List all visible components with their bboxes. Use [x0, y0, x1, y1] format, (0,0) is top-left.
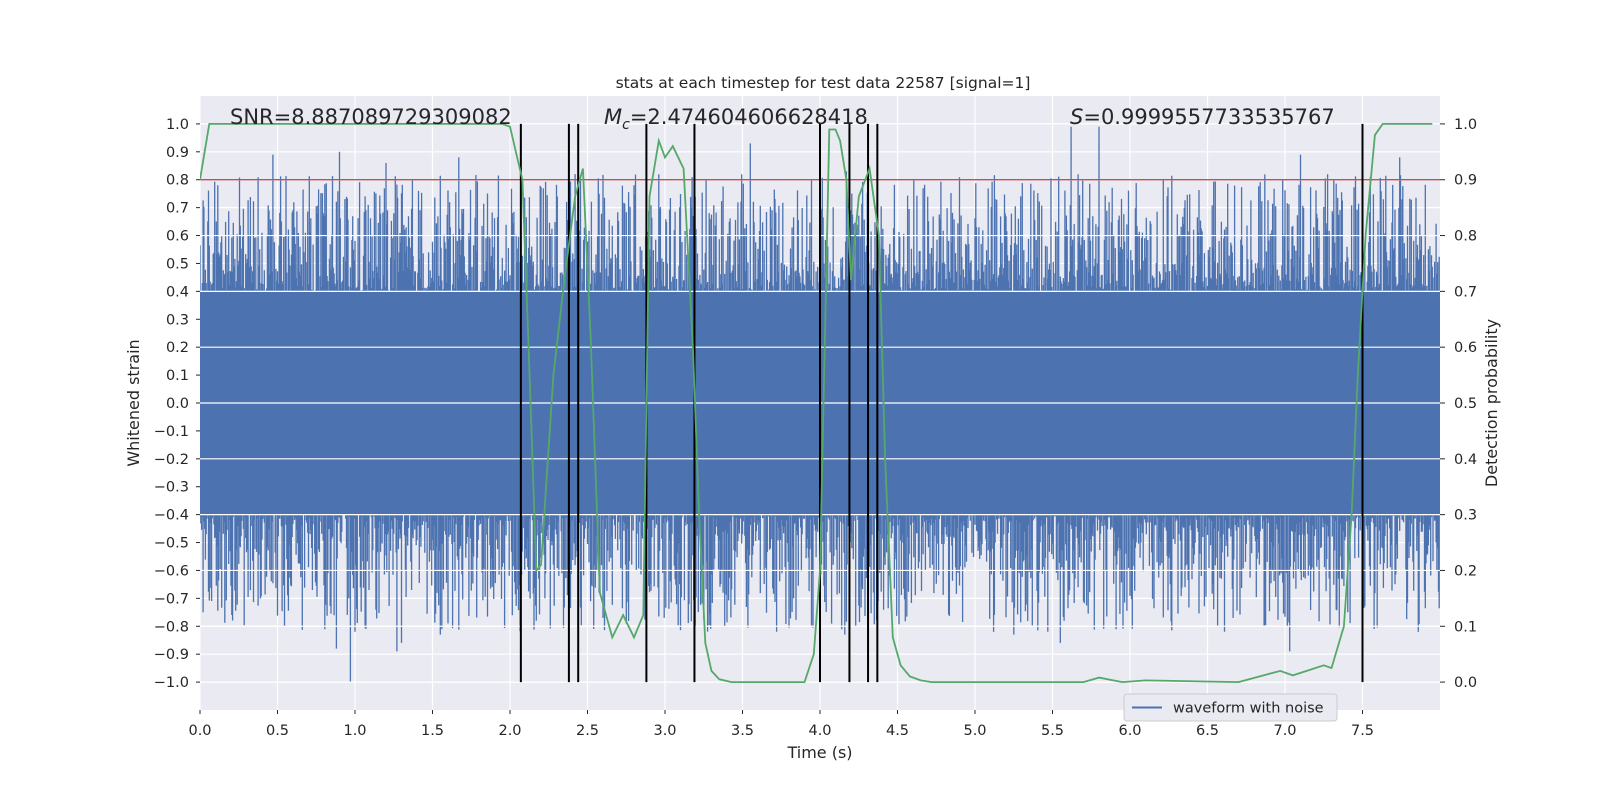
x-tick-label: 6.0 [1118, 723, 1141, 739]
legend-box [1123, 693, 1338, 722]
chart-title: stats at each timestep for test data 225… [616, 74, 1031, 92]
x-tick-label: 0.5 [266, 723, 289, 739]
x-axis-label: Time (s) [786, 743, 852, 762]
y-tick-label: −0.6 [154, 563, 189, 579]
y2-tick-label: 0.4 [1454, 452, 1477, 468]
waveform-line [200, 126, 1440, 683]
x-tick-label: 6.5 [1196, 723, 1219, 739]
s-statistic-value: =0.9999557733535767 [1083, 105, 1334, 129]
y2-tick-label: 0.1 [1454, 619, 1477, 635]
y2-tick-label: 0.8 [1454, 229, 1477, 245]
y-tick-label: 1.0 [166, 117, 189, 133]
y-tick-label: −0.4 [154, 508, 189, 524]
chirp-mass-symbol: M [604, 105, 622, 129]
x-tick-label: 7.0 [1273, 723, 1296, 739]
s-statistic-annotation: S=0.9999557733535767 [1070, 105, 1335, 129]
y-tick-label: 0.1 [166, 368, 189, 384]
x-tick-label: 1.5 [421, 723, 444, 739]
y2-tick-label: 0.2 [1454, 563, 1477, 579]
x-tick-label: 0.0 [188, 723, 211, 739]
y-tick-label: −0.7 [154, 591, 189, 607]
chirp-mass-value: =2.474604606628418 [630, 105, 868, 129]
chirp-mass-subscript: c [622, 117, 630, 133]
y2-tick-label: 0.0 [1454, 675, 1477, 691]
x-tick-label: 4.5 [886, 723, 909, 739]
y-tick-label: 0.8 [166, 173, 189, 189]
y-axis-label: Whitened strain [124, 339, 143, 466]
x-tick-label: 2.5 [576, 723, 599, 739]
y2-tick-label: 0.6 [1454, 340, 1477, 356]
y-tick-label: −0.9 [154, 647, 189, 663]
y2-tick-label: 0.7 [1454, 284, 1477, 300]
x-tick-label: 3.5 [731, 723, 754, 739]
x-tick-label: 7.5 [1351, 723, 1374, 739]
y-tick-label: −1.0 [154, 675, 189, 691]
y-tick-label: 0.0 [166, 396, 189, 412]
y2-axis-label: Detection probability [1482, 319, 1501, 487]
y-tick-label: 0.5 [166, 256, 189, 272]
x-tick-label: 2.0 [498, 723, 521, 739]
x-tick-label: 1.0 [343, 723, 366, 739]
legend-label-waveform: waveform with noise [1173, 701, 1324, 717]
y-axis-ticks: −1.0 −0.9 −0.8 −0.7 −0.6 −0.5 −0.4 −0.3 −0.2 −0.1… [154, 117, 200, 691]
probability-series-line [200, 123, 1433, 684]
y-tick-label: 0.2 [166, 340, 189, 356]
y-tick-label: 0.9 [166, 145, 189, 161]
y-tick-label: 0.6 [166, 229, 189, 245]
x-axis-ticks: 0.0 0.5 1.0 1.5 2.0 2.5 3.0 3.5 4.0 4.5 5.0 5.5 6.0 6… [188, 710, 1374, 739]
y2-axis-ticks: 0.0 0.1 0.2 0.3 0.4 0.5 0.6 0.7 0.8 0.9 1.0 [1440, 117, 1477, 691]
y-tick-label: −0.5 [154, 536, 189, 552]
x-tick-label: 5.5 [1041, 723, 1064, 739]
y-tick-label: 0.7 [166, 201, 189, 217]
y2-tick-label: 1.0 [1454, 117, 1477, 133]
y2-tick-label: 0.5 [1454, 396, 1477, 412]
y2-tick-label: 0.9 [1454, 173, 1477, 189]
y-tick-label: −0.2 [154, 452, 189, 468]
chirp-mass-annotation: Mc=2.474604606628418 [604, 105, 868, 133]
x-tick-label: 5.0 [963, 723, 986, 739]
y-tick-label: −0.1 [154, 424, 189, 440]
y-tick-label: −0.8 [154, 619, 189, 635]
y-tick-label: 0.3 [166, 312, 189, 328]
y2-tick-label: 0.3 [1454, 508, 1477, 524]
snr-annotation: SNR=8.887089729309082 [230, 105, 512, 129]
legend: waveform with noise [1123, 693, 1338, 722]
y-tick-label: 0.4 [166, 284, 189, 300]
s-statistic-symbol: S [1070, 105, 1083, 129]
x-tick-label: 4.0 [808, 723, 831, 739]
x-tick-label: 3.0 [653, 723, 676, 739]
y-tick-label: −0.3 [154, 480, 189, 496]
